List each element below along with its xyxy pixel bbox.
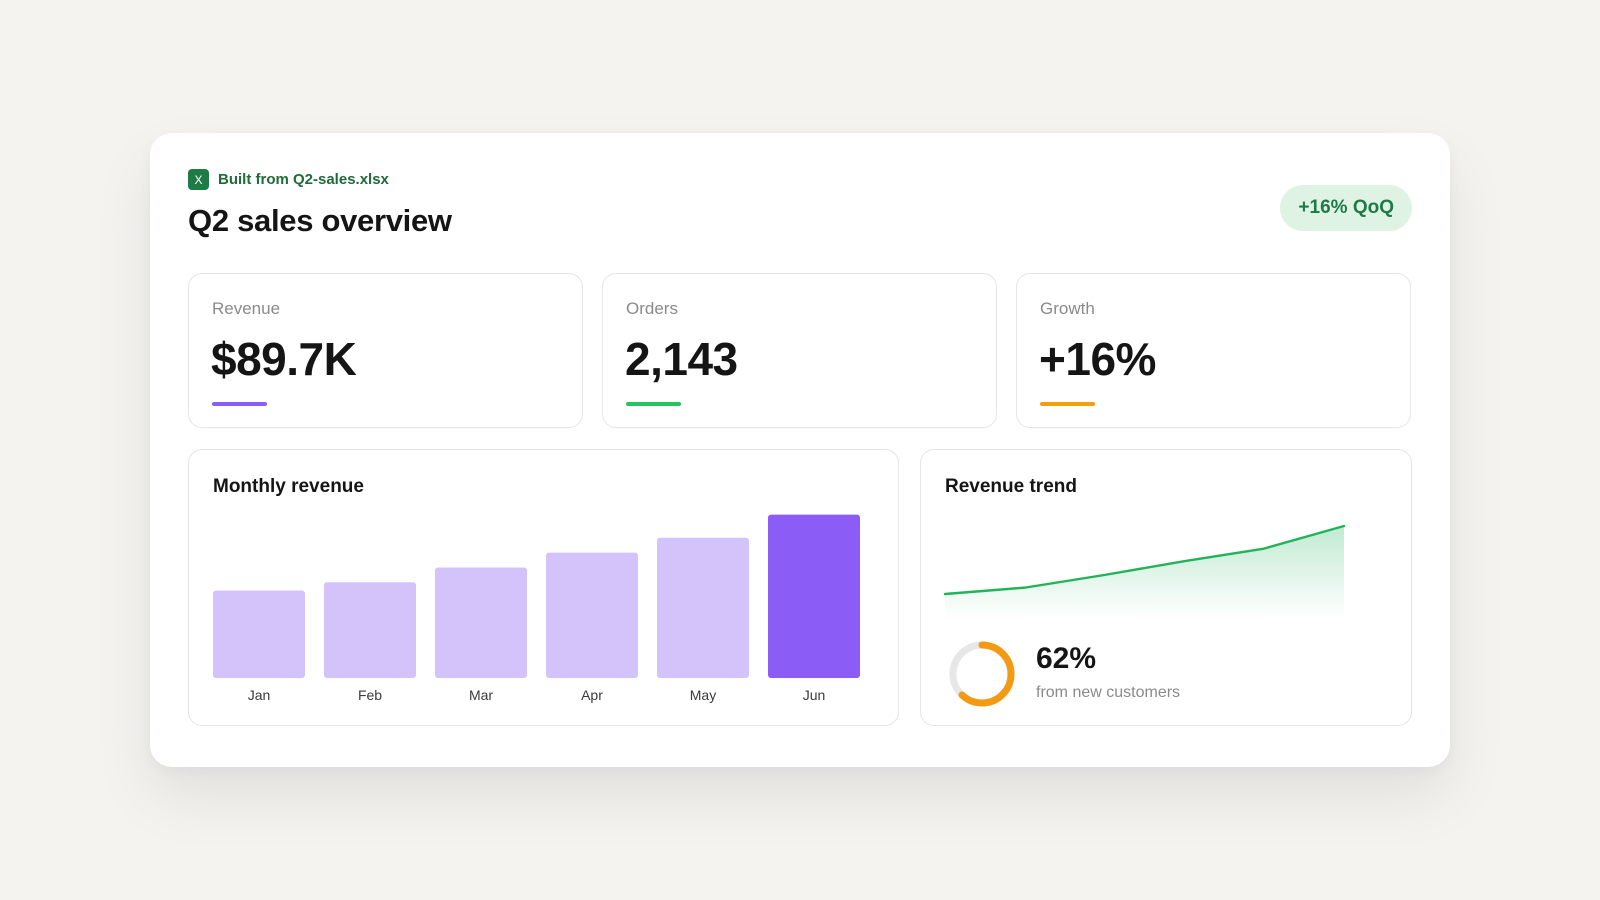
kpi-accent-bar <box>626 402 681 406</box>
bar-may <box>657 537 749 678</box>
bar-jun <box>768 514 860 678</box>
kpi-card-growth: Growth +16% <box>1016 273 1411 428</box>
revenue-trend-panel: Revenue trend 62% from new customers <box>920 449 1412 726</box>
bar-feb <box>324 582 416 678</box>
kpi-label: Revenue <box>212 299 281 318</box>
bar-label-mar: Mar <box>469 687 493 703</box>
bar-label-jan: Jan <box>248 687 271 703</box>
bar-apr <box>546 552 638 678</box>
excel-file-icon: X <box>188 169 209 190</box>
kpi-value: $89.7K <box>211 333 357 385</box>
kpi-accent-bar <box>1040 402 1095 406</box>
bar-label-apr: Apr <box>581 687 603 703</box>
kpi-label: Orders <box>626 299 678 318</box>
kpi-value: +16% <box>1039 333 1156 385</box>
donut-caption: from new customers <box>1036 684 1181 701</box>
bar-label-jun: Jun <box>803 687 826 703</box>
revenue-trend-chart <box>943 524 1346 618</box>
dashboard-card: X Built from Q2-sales.xlsx Q2 sales over… <box>150 133 1450 767</box>
source-file-link[interactable]: X Built from Q2-sales.xlsx <box>188 169 389 190</box>
kpi-value: 2,143 <box>625 333 738 385</box>
source-file-label: Built from Q2-sales.xlsx <box>218 171 389 188</box>
page-title: Q2 sales overview <box>188 203 452 238</box>
kpi-card-orders: Orders 2,143 <box>602 273 997 428</box>
donut-segment-new-customers <box>949 641 1015 707</box>
kpi-label: Growth <box>1040 299 1095 318</box>
panel-title: Monthly revenue <box>213 476 364 497</box>
monthly-revenue-panel: Monthly revenue Jan Feb Mar Apr May Jun <box>188 449 899 726</box>
trend-line <box>943 524 1346 596</box>
panel-title: Revenue trend <box>945 476 1077 497</box>
kpi-accent-bar <box>212 402 267 406</box>
bar-jan <box>213 590 305 678</box>
donut-chart <box>949 641 1015 707</box>
bar-label-may: May <box>690 687 716 703</box>
monthly-revenue-chart: Jan Feb Mar Apr May Jun <box>213 514 860 703</box>
bar-mar <box>435 567 527 678</box>
qoq-growth-badge: +16% QoQ <box>1280 185 1412 231</box>
donut-percentage: 62% <box>1036 642 1097 675</box>
new-customers-donut <box>947 639 1017 709</box>
kpi-card-revenue: Revenue $89.7K <box>188 273 583 428</box>
bar-label-feb: Feb <box>358 687 382 703</box>
trend-area-fill <box>945 526 1344 618</box>
